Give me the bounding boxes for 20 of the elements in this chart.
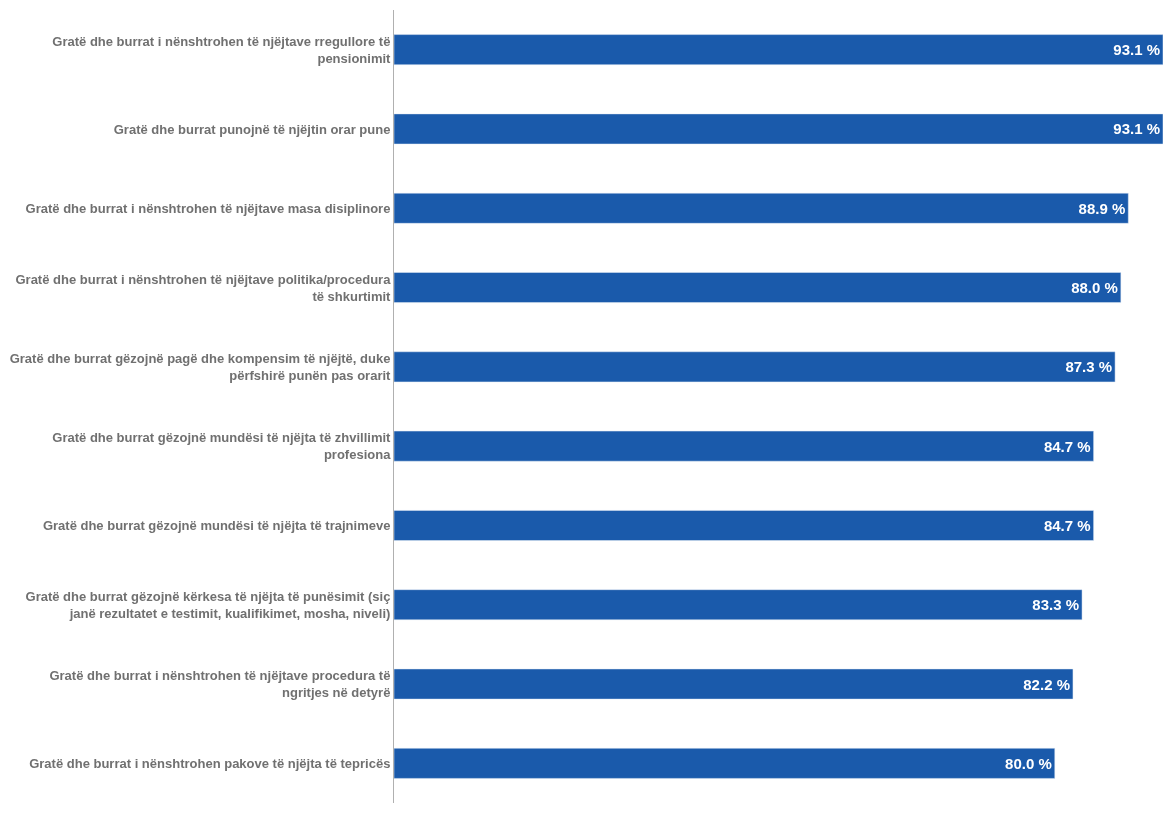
data-label: 84.7 % — [1043, 516, 1091, 534]
y-tick-label: Gratë dhe burrat gëzojnë mundësi të njëjta të zhvillimit profesiona — [52, 430, 392, 463]
y-tick-label: Gratë dhe burrat gëzojnë pagë dhe kompensim të njëjtë, duke përfshirë punën pas orarit — [9, 350, 392, 383]
y-tick-label: Gratë dhe burrat gëzojnë kërkesa të njëjta të punësimit (siç janë rezultatet e testimit, kualifikimet, mosha, niveli) — [25, 588, 391, 621]
data-label: 83.3 % — [1032, 596, 1080, 614]
data-label: 93.1 % — [1113, 41, 1160, 59]
y-tick-label: Gratë dhe burrat i nënshtrohen pakove të njëjta të tepricës — [29, 755, 391, 771]
y-tick-label: Gratë dhe burrat i nënshtrohen të njëjtave masa disiplinore — [25, 200, 391, 216]
y-tick-label: Gratë dhe burrat i nënshtrohen të njëjtave procedura të ngritjes në detyrë — [49, 668, 391, 701]
data-label: 88.9 % — [1078, 199, 1126, 217]
data-label: 80.0 % — [1005, 754, 1052, 772]
data-label: 84.7 % — [1043, 437, 1091, 455]
y-tick-label: Gratë dhe burrat punojnë të njëjtin orar pune — [113, 121, 391, 137]
y-tick-label: Gratë dhe burrat gëzojnë mundësi të njëjta të trajnimeve — [42, 518, 391, 533]
y-tick-label: Gratë dhe burrat i nënshtrohen të njëjtave politika/procedura të shkurtimit — [15, 271, 392, 304]
y-tick-label: Gratë dhe burrat i nënshtrohen të njëjtave rregullore të pensionimit — [52, 33, 392, 66]
data-label: 87.3 % — [1065, 358, 1113, 376]
data-label: 88.0 % — [1071, 279, 1118, 297]
data-label: 82.2 % — [1023, 675, 1070, 693]
data-label: 93.1 % — [1113, 120, 1160, 138]
